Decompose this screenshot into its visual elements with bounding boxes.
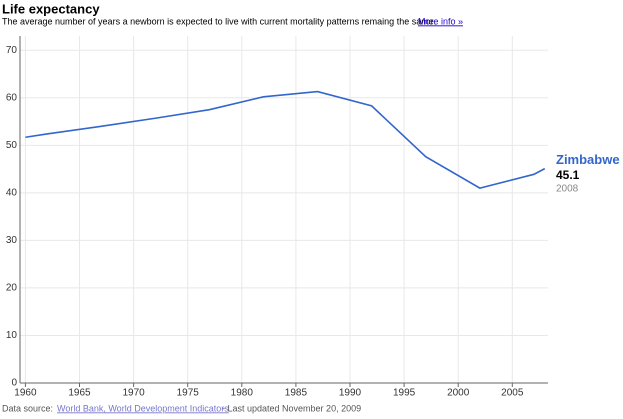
y-tick-label: 30	[6, 235, 18, 246]
y-tick-label: 0	[11, 378, 17, 389]
y-tick-label: 50	[6, 140, 18, 151]
x-tick-label: 1985	[285, 388, 308, 399]
more-info-link[interactable]: More info »	[418, 16, 463, 26]
x-tick-label: 1970	[122, 388, 145, 399]
source-link[interactable]: World Bank, World Development Indicators	[57, 403, 229, 413]
x-tick-label: 1975	[177, 388, 200, 399]
y-tick-label: 10	[6, 330, 18, 341]
x-tick-label: 1980	[231, 388, 254, 399]
value-label: 45.1	[556, 168, 580, 182]
source-label: Data source:	[2, 403, 53, 413]
x-tick-label: 1995	[393, 388, 416, 399]
y-tick-label: 40	[6, 188, 18, 199]
series-name: Zimbabwe	[556, 152, 620, 167]
x-tick-label: 2005	[501, 388, 524, 399]
y-tick-label: 70	[6, 45, 18, 56]
x-tick-label: 2000	[447, 388, 470, 399]
x-tick-label: 1965	[68, 388, 91, 399]
chart-title: Life expectancy	[2, 1, 100, 16]
updated-note: - Last updated November 20, 2009	[222, 403, 361, 413]
series-line	[25, 90, 546, 189]
y-tick-label: 60	[6, 92, 18, 103]
y-tick-label: 20	[6, 283, 18, 294]
x-tick-label: 1960	[14, 388, 37, 399]
chart-subtitle: The average number of years a newborn is…	[2, 16, 436, 26]
x-value-label: 2008	[556, 183, 579, 194]
x-tick-label: 1990	[339, 388, 362, 399]
